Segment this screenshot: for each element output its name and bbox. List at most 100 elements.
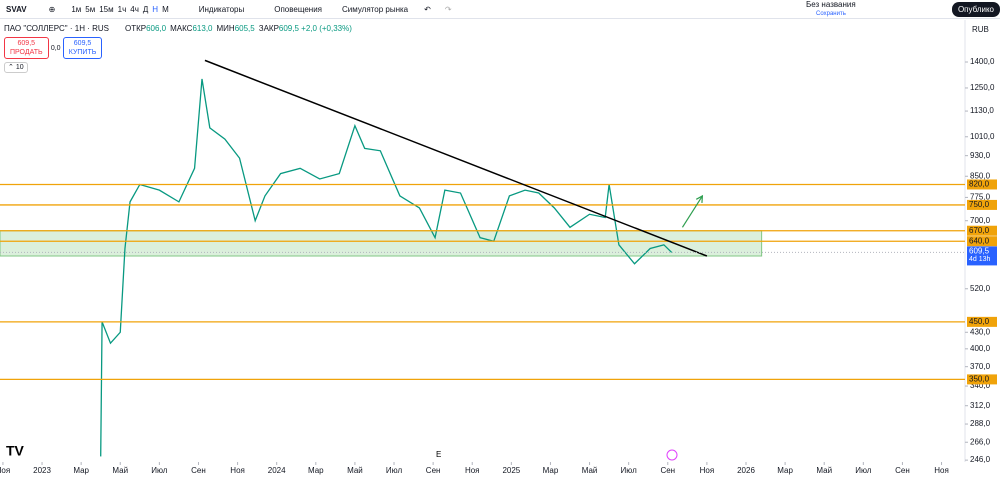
x-tick-label: Сен (895, 466, 910, 475)
price-line (100, 78, 673, 457)
replay[interactable]: Симулятор рынка (342, 4, 409, 14)
chart: RUB TV E 1400,0 1250,0 1130,0 1010,0 930,0 85… (0, 20, 997, 475)
events-icon[interactable]: E (436, 450, 441, 459)
y-tick-label: 288,0 (970, 419, 991, 428)
x-tick-label: Мар (777, 466, 793, 475)
x-tick-label: Ноя (0, 466, 10, 475)
interval[interactable]: 1м (71, 4, 82, 14)
interval[interactable]: 15м (99, 4, 114, 14)
y-tick-label: 1400,0 (970, 57, 995, 66)
sell-label: ПРОДАТЬ (10, 49, 43, 56)
y-tick-label: 1010,0 (970, 132, 995, 141)
ohlc-key: МИН (216, 24, 235, 33)
indicators[interactable]: Индикаторы (198, 4, 245, 14)
x-tick-label: Сен (660, 466, 675, 475)
last-price-label: 609,5 (969, 247, 990, 256)
x-tick-label: 2025 (502, 466, 520, 475)
ohlc-value: 613,0 (192, 24, 213, 33)
legend: ПАО "СОЛЛЕРС" · 1Н · RUS ОТКР606,0 МАКС613… (4, 24, 352, 73)
indicator-row: ⌃ 10 (4, 62, 352, 73)
saved: Сохранить (816, 11, 846, 17)
x-tick-label: 2026 (737, 466, 755, 475)
add-symbol[interactable]: ⊕ (48, 4, 56, 14)
layout-title: Без названия (806, 0, 856, 9)
interval[interactable]: 4ч (130, 4, 139, 14)
alerts[interactable]: Оповещения (274, 4, 323, 14)
level-badge (967, 179, 997, 190)
ohlc-value: 605,5 (234, 24, 255, 33)
level-label: 450,0 (969, 317, 990, 326)
redo[interactable]: ↷ (444, 4, 452, 14)
intervals: 1м 5м 15м 1ч 4ч Д Н М (67, 5, 168, 14)
dividend-icon[interactable] (666, 449, 678, 461)
indicators-toggle[interactable]: ⌃ 10 (4, 62, 28, 73)
y-tick-label: 1130,0 (970, 106, 994, 115)
ohlc-key: МАКС (170, 24, 193, 33)
x-tick-label: Май (347, 466, 363, 475)
x-tick-label: Июл (855, 466, 872, 475)
interval[interactable]: 1ч (117, 4, 127, 14)
interval[interactable]: Д (142, 4, 149, 14)
level-label: 670,0 (969, 226, 990, 235)
x-tick-label: Ноя (230, 466, 245, 475)
trade-row: 609,5 ПРОДАТЬ 0,0 609,5 КУПИТЬ (4, 37, 352, 59)
x-tick-label: Мар (543, 466, 559, 475)
y-tick-label: 246,0 (970, 455, 991, 464)
y-tick-label: 700,0 (970, 216, 991, 225)
sell-price: 609,5 (17, 40, 36, 47)
change: +2,0 (+0,33%) (301, 24, 352, 33)
y-tick-label: 430,0 (970, 327, 991, 336)
sell-button[interactable]: 609,5 ПРОДАТЬ (4, 37, 49, 59)
buy-button[interactable]: 609,5 КУПИТЬ (62, 37, 103, 59)
x-tick-label: Мар (308, 466, 324, 475)
legend-title: ПАО "СОЛЛЕРС" · 1Н · RUS (4, 24, 109, 33)
legend-row: ПАО "СОЛЛЕРС" · 1Н · RUS ОТКР606,0 МАКС613… (4, 24, 352, 33)
x-tick-label: Ноя (700, 466, 715, 475)
y-tick-label: 400,0 (970, 344, 991, 353)
x-tick-label: Июл (386, 466, 403, 475)
level-badge (967, 374, 997, 385)
x-tick-label: 2024 (268, 466, 286, 475)
buy-label: КУПИТЬ (68, 49, 97, 56)
toolbar: SVAV ⊕ 1м 5м 15м 1ч 4ч Д Н М Индикаторы Оповеще… (0, 0, 1000, 19)
x-tick-label: Июл (151, 466, 168, 475)
symbol[interactable]: SVAV (6, 4, 27, 14)
x-tick-label: Мар (73, 466, 89, 475)
y-tick-label: 520,0 (970, 284, 991, 293)
level-label: 820,0 (969, 180, 990, 189)
interval[interactable]: 5м (85, 4, 96, 14)
level-badge (967, 316, 997, 327)
y-tick-label: 775,0 (970, 193, 991, 202)
publish[interactable]: Опублико (951, 2, 1000, 17)
currency: RUB (972, 25, 989, 34)
ohlc-key: ОТКР (124, 24, 147, 33)
interval[interactable]: М (162, 4, 169, 14)
x-tick-label: Сен (426, 466, 441, 475)
level-badge (967, 199, 997, 210)
x-tick-label: Сен (191, 466, 206, 475)
ohlc: ОТКР606,0 МАКС613,0 МИН605,5 ЗАКР609,5 (121, 24, 299, 33)
y-tick-label: 340,0 (970, 381, 991, 390)
y-tick-label: 850,0 (970, 171, 991, 180)
layout-name[interactable]: Без названия Сохранить (806, 1, 856, 18)
y-tick-label: 312,0 (970, 401, 991, 410)
level-badge (967, 236, 997, 247)
level-label: 350,0 (969, 375, 990, 384)
ohlc-value: 609,5 (278, 24, 299, 33)
level-label: 750,0 (969, 200, 990, 209)
x-tick-label: Июл (621, 466, 638, 475)
tv-logo: TV (6, 443, 25, 459)
x-tick-label: Май (112, 466, 128, 475)
buy-price: 609,5 (73, 40, 92, 47)
level-badge (967, 225, 997, 236)
y-tick-label: 1250,0 (970, 83, 995, 92)
last-price-badge (967, 246, 997, 266)
spread: 0,0 (50, 45, 61, 53)
ohlc-key: ЗАКР (258, 24, 279, 33)
x-tick-label: Май (582, 466, 598, 475)
undo[interactable]: ↶ (424, 4, 431, 14)
x-tick-label: 2023 (33, 466, 51, 475)
interval[interactable]: Н (152, 4, 159, 14)
ohlc-value: 606,0 (146, 24, 167, 33)
